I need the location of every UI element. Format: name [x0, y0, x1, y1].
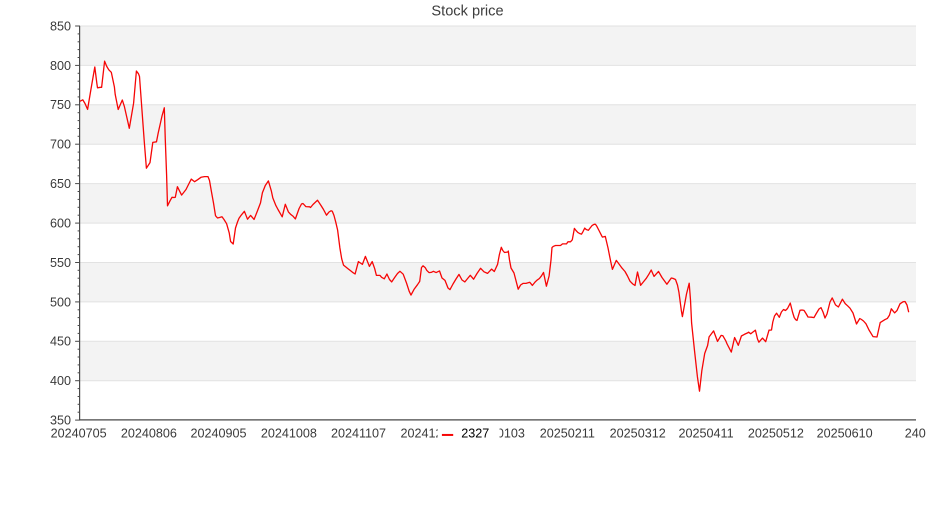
- svg-text:20250512: 20250512: [748, 427, 804, 441]
- svg-text:2327: 2327: [461, 426, 489, 440]
- svg-text:750: 750: [50, 98, 71, 112]
- svg-text:20241107: 20241107: [331, 427, 386, 441]
- svg-text:Stock price: Stock price: [431, 4, 503, 20]
- svg-text:650: 650: [50, 177, 71, 191]
- svg-text:350: 350: [50, 414, 71, 428]
- svg-text:600: 600: [50, 217, 71, 231]
- svg-text:500: 500: [50, 295, 71, 309]
- svg-text:20241008: 20241008: [261, 427, 317, 441]
- svg-text:240: 240: [905, 427, 926, 441]
- svg-text:20250211: 20250211: [540, 427, 595, 441]
- svg-text:800: 800: [50, 59, 71, 73]
- svg-text:20250312: 20250312: [610, 427, 666, 441]
- svg-text:20250610: 20250610: [817, 427, 873, 441]
- svg-text:20240806: 20240806: [121, 427, 177, 441]
- svg-text:450: 450: [50, 335, 71, 349]
- svg-text:850: 850: [50, 19, 71, 33]
- svg-text:20240705: 20240705: [51, 427, 107, 441]
- svg-text:550: 550: [50, 256, 71, 270]
- svg-text:400: 400: [50, 374, 71, 388]
- svg-text:700: 700: [50, 138, 71, 152]
- svg-text:20250411: 20250411: [679, 427, 734, 441]
- svg-text:20240905: 20240905: [190, 427, 246, 441]
